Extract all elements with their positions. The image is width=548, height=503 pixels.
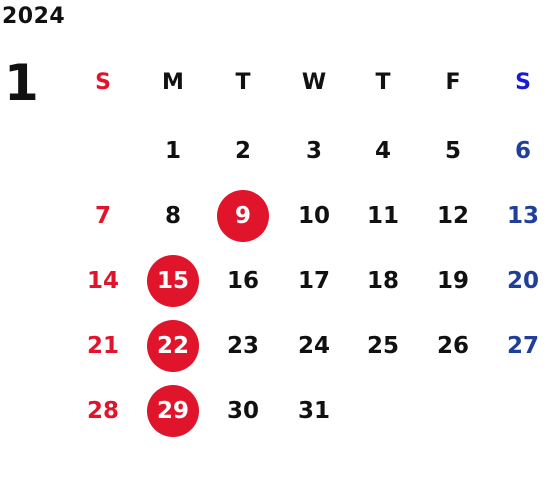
year-label: 2024 xyxy=(2,4,66,29)
day-number: 20 xyxy=(506,268,539,294)
day-cell[interactable]: 17 xyxy=(286,261,342,301)
day-number: 29 xyxy=(156,398,189,424)
day-number: 7 xyxy=(94,203,111,229)
day-cell[interactable]: 11 xyxy=(355,196,411,236)
day-number: 28 xyxy=(86,398,119,424)
day-cell[interactable]: 2 xyxy=(215,131,271,171)
day-cell[interactable]: 25 xyxy=(355,326,411,366)
weekday-header: S xyxy=(95,69,111,95)
day-number: 6 xyxy=(514,138,531,164)
day-cell[interactable]: 21 xyxy=(75,326,131,366)
day-number: 22 xyxy=(156,333,189,359)
day-cell[interactable]: 27 xyxy=(495,326,548,366)
day-number: 27 xyxy=(506,333,539,359)
day-number: 31 xyxy=(297,398,330,424)
day-cell[interactable]: 19 xyxy=(425,261,481,301)
day-cell[interactable]: 12 xyxy=(425,196,481,236)
day-cell[interactable]: 16 xyxy=(215,261,271,301)
day-number: 10 xyxy=(297,203,330,229)
day-cell-highlighted[interactable]: 9 xyxy=(215,196,271,236)
day-number: 4 xyxy=(374,138,391,164)
weekday-header: T xyxy=(235,69,251,95)
day-number: 5 xyxy=(444,138,461,164)
day-number: 26 xyxy=(436,333,469,359)
day-number: 12 xyxy=(436,203,469,229)
weekday-header: T xyxy=(375,69,391,95)
day-number: 23 xyxy=(226,333,259,359)
day-cell[interactable]: 20 xyxy=(495,261,548,301)
day-cell[interactable]: 13 xyxy=(495,196,548,236)
day-cell[interactable]: 23 xyxy=(215,326,271,366)
day-cell[interactable]: 24 xyxy=(286,326,342,366)
day-cell[interactable]: 3 xyxy=(286,131,342,171)
day-number: 8 xyxy=(164,203,181,229)
day-number: 1 xyxy=(164,138,181,164)
day-number: 13 xyxy=(506,203,539,229)
weekday-header: W xyxy=(301,69,327,95)
day-cell[interactable]: 10 xyxy=(286,196,342,236)
day-cell-highlighted[interactable]: 22 xyxy=(145,326,201,366)
day-number: 21 xyxy=(86,333,119,359)
day-number: 16 xyxy=(226,268,259,294)
day-cell[interactable]: 31 xyxy=(286,391,342,431)
day-number: 11 xyxy=(366,203,399,229)
day-cell[interactable]: 6 xyxy=(495,131,548,171)
day-cell[interactable]: 18 xyxy=(355,261,411,301)
day-number: 14 xyxy=(86,268,119,294)
day-cell[interactable]: 14 xyxy=(75,261,131,301)
day-number: 17 xyxy=(297,268,330,294)
day-number: 24 xyxy=(297,333,330,359)
day-cell[interactable]: 30 xyxy=(215,391,271,431)
day-cell-highlighted[interactable]: 15 xyxy=(145,261,201,301)
day-number: 19 xyxy=(436,268,469,294)
day-number: 9 xyxy=(234,203,251,229)
day-cell[interactable]: 5 xyxy=(425,131,481,171)
weekday-header: S xyxy=(515,69,531,95)
day-cell[interactable]: 4 xyxy=(355,131,411,171)
weekday-header: M xyxy=(162,69,184,95)
weekday-header: F xyxy=(445,69,461,95)
day-cell[interactable]: 26 xyxy=(425,326,481,366)
month-label: 1 xyxy=(4,54,39,112)
day-cell[interactable]: 1 xyxy=(145,131,201,171)
day-cell[interactable]: 7 xyxy=(75,196,131,236)
day-number: 15 xyxy=(156,268,189,294)
day-cell[interactable]: 8 xyxy=(145,196,201,236)
day-number: 25 xyxy=(366,333,399,359)
day-number: 3 xyxy=(305,138,322,164)
day-cell-highlighted[interactable]: 29 xyxy=(145,391,201,431)
day-number: 2 xyxy=(234,138,251,164)
day-number: 18 xyxy=(366,268,399,294)
day-cell[interactable]: 28 xyxy=(75,391,131,431)
day-number: 30 xyxy=(226,398,259,424)
